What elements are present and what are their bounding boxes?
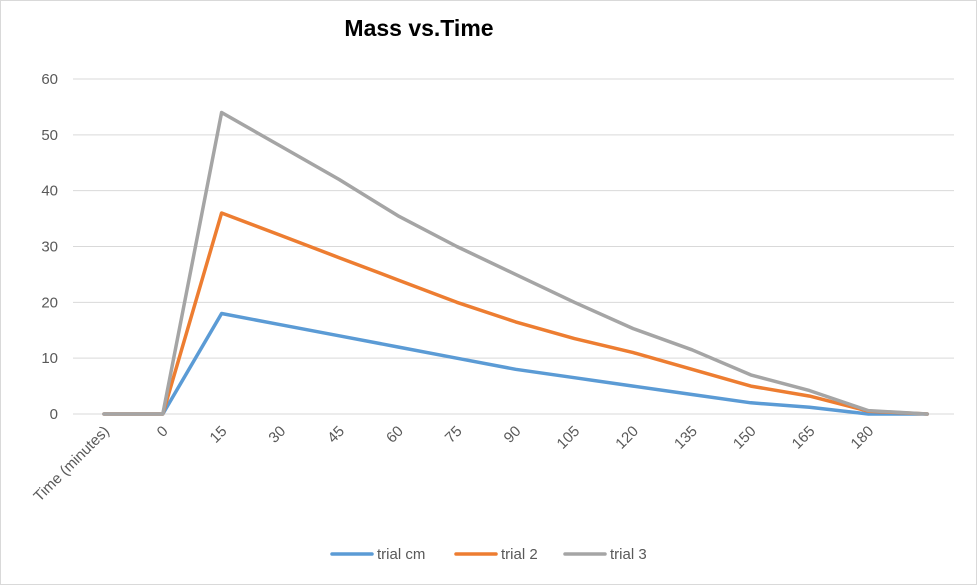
x-tick-label: 45 bbox=[324, 423, 348, 447]
x-tick-label: 150 bbox=[730, 423, 760, 453]
y-tick-label: 0 bbox=[50, 406, 58, 423]
legend-label: trial cm bbox=[377, 546, 425, 563]
x-tick-label: 15 bbox=[207, 423, 231, 447]
x-tick-label: Time (minutes) bbox=[30, 423, 112, 505]
chart-title: Mass vs.Time bbox=[344, 15, 494, 41]
y-tick-label: 20 bbox=[41, 294, 58, 311]
x-tick-label: 165 bbox=[789, 423, 819, 453]
x-tick-label: 75 bbox=[442, 423, 466, 447]
x-tick-label: 120 bbox=[612, 423, 642, 453]
legend-label: trial 3 bbox=[610, 546, 647, 563]
x-tick-label: 180 bbox=[848, 423, 878, 453]
legend-label: trial 2 bbox=[501, 546, 538, 563]
y-tick-label: 50 bbox=[41, 127, 58, 144]
y-tick-label: 40 bbox=[41, 183, 58, 200]
y-tick-label: 30 bbox=[41, 239, 58, 256]
series-line-3 bbox=[102, 110, 929, 416]
series-line-1 bbox=[102, 311, 929, 416]
x-tick-label: 60 bbox=[383, 423, 407, 447]
x-tick-label: 90 bbox=[501, 423, 525, 447]
x-tick-label: 0 bbox=[154, 423, 172, 441]
series-line-2 bbox=[102, 211, 929, 416]
y-tick-label: 10 bbox=[41, 350, 58, 367]
x-tick-label: 105 bbox=[554, 423, 584, 453]
y-tick-label: 60 bbox=[41, 71, 58, 88]
x-tick-label: 135 bbox=[671, 423, 701, 453]
x-tick-label: 30 bbox=[265, 423, 289, 447]
